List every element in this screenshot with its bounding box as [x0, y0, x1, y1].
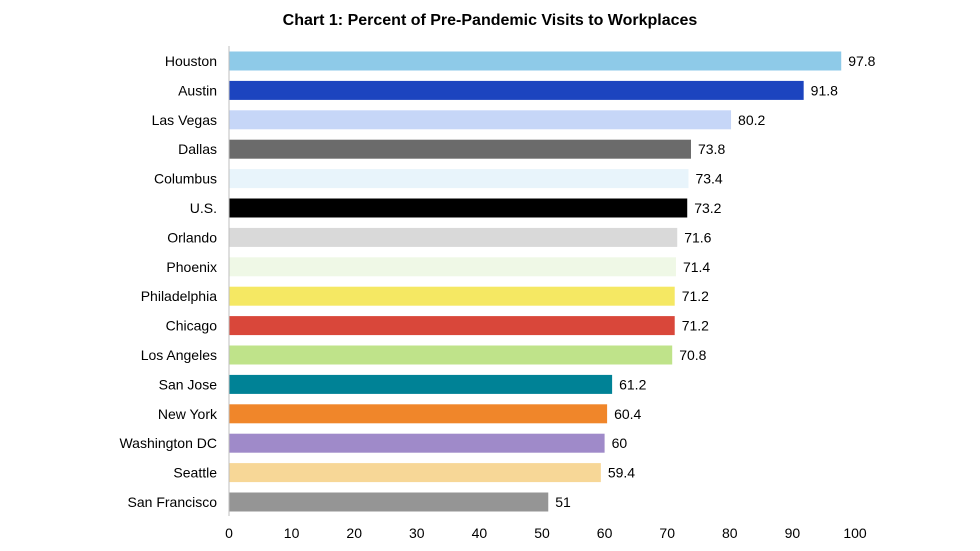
- x-tick-label-90: 90: [785, 525, 801, 541]
- data-label-houston: 97.8: [848, 53, 875, 69]
- category-label-u-s: U.S.: [190, 200, 217, 216]
- bar-los-angeles: [229, 345, 673, 365]
- x-tick-label-0: 0: [225, 525, 233, 541]
- category-label-san-jose: San Jose: [159, 376, 218, 392]
- category-label-washington-dc: Washington DC: [119, 435, 217, 451]
- data-label-seattle: 59.4: [608, 465, 635, 481]
- bar-philadelphia: [229, 286, 675, 306]
- bar-phoenix: [229, 257, 676, 277]
- data-label-washington-dc: 60: [612, 435, 628, 451]
- category-label-austin: Austin: [178, 82, 217, 98]
- data-label-san-francisco: 51: [555, 494, 571, 510]
- data-label-u-s: 73.2: [694, 200, 721, 216]
- category-label-philadelphia: Philadelphia: [141, 288, 217, 304]
- data-label-philadelphia: 71.2: [682, 288, 709, 304]
- bars-layer: [229, 51, 842, 512]
- category-label-los-angeles: Los Angeles: [141, 347, 217, 363]
- data-label-columbus: 73.4: [695, 171, 722, 187]
- x-tick-label-70: 70: [659, 525, 675, 541]
- data-label-new-york: 60.4: [614, 406, 641, 422]
- labels-layer: Houston 97.8 Austin 91.8 Las Vegas 80.2 Dallas…: [119, 53, 875, 510]
- chart-title: Chart 1: Percent of Pre-Pandemic Visits …: [282, 12, 698, 29]
- x-tick-label-100: 100: [843, 525, 867, 541]
- category-label-dallas: Dallas: [178, 141, 217, 157]
- bar-austin: [229, 80, 804, 100]
- bar-washington-dc: [229, 433, 605, 453]
- data-label-las-vegas: 80.2: [738, 112, 765, 128]
- bar-orlando: [229, 227, 678, 247]
- data-label-orlando: 71.6: [684, 229, 711, 245]
- bar-dallas: [229, 139, 691, 159]
- category-label-seattle: Seattle: [173, 465, 217, 481]
- data-label-san-jose: 61.2: [619, 376, 646, 392]
- data-label-chicago: 71.2: [682, 318, 709, 334]
- data-label-phoenix: 71.4: [683, 259, 710, 275]
- category-label-houston: Houston: [165, 53, 217, 69]
- bar-u-s: [229, 198, 688, 218]
- x-tick-label-60: 60: [597, 525, 613, 541]
- bar-san-jose: [229, 374, 613, 394]
- x-tick-label-80: 80: [722, 525, 738, 541]
- category-label-las-vegas: Las Vegas: [152, 112, 217, 128]
- data-label-los-angeles: 70.8: [679, 347, 706, 363]
- x-tick-label-40: 40: [472, 525, 488, 541]
- bar-san-francisco: [229, 492, 549, 512]
- data-label-austin: 91.8: [811, 82, 838, 98]
- bar-new-york: [229, 404, 608, 424]
- category-label-new-york: New York: [158, 406, 218, 422]
- x-axis-ticks: 0 10 20 30 40 50 60 70 80 90 100: [225, 525, 867, 541]
- category-label-columbus: Columbus: [154, 171, 217, 187]
- data-label-dallas: 73.8: [698, 141, 725, 157]
- category-label-phoenix: Phoenix: [166, 259, 217, 275]
- category-label-san-francisco: San Francisco: [128, 494, 218, 510]
- bar-seattle: [229, 463, 601, 483]
- bar-houston: [229, 51, 842, 71]
- bar-chicago: [229, 316, 675, 336]
- x-tick-label-30: 30: [409, 525, 425, 541]
- x-tick-label-10: 10: [284, 525, 300, 541]
- bar-las-vegas: [229, 110, 732, 130]
- x-tick-label-50: 50: [534, 525, 550, 541]
- x-tick-label-20: 20: [346, 525, 362, 541]
- category-label-chicago: Chicago: [166, 318, 218, 334]
- category-label-orlando: Orlando: [167, 229, 217, 245]
- bar-columbus: [229, 169, 689, 189]
